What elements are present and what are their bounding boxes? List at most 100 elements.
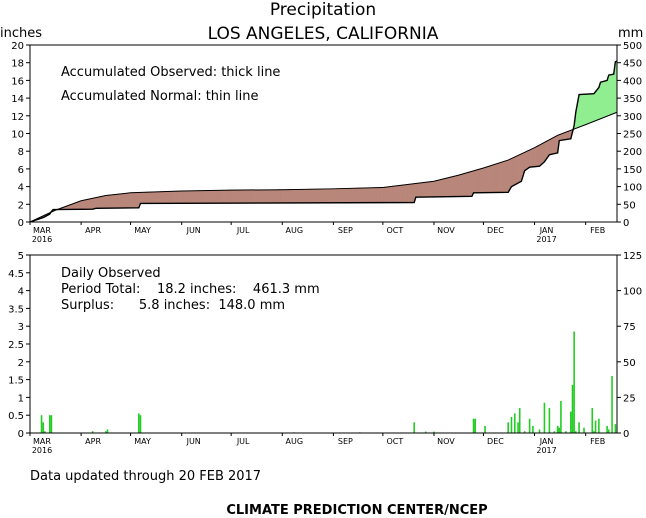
y-tick-label: 2 <box>18 200 24 211</box>
daily-bar <box>50 415 53 433</box>
credit-text: CLIMATE PREDICTION CENTER/NCEP <box>226 503 487 518</box>
y-right-tick-label: 125 <box>623 251 642 262</box>
daily-bar <box>606 425 608 433</box>
daily-bar <box>570 411 572 433</box>
month-label: APR <box>85 437 101 446</box>
daily-bar <box>517 422 519 433</box>
daily-bar <box>518 408 521 433</box>
month-label: JUL <box>236 437 250 446</box>
accumulated-lines-layer <box>29 60 618 223</box>
daily-bar <box>591 408 594 433</box>
y-right-tick-label: 500 <box>623 41 642 52</box>
daily-bar <box>48 415 51 433</box>
daily-bar <box>543 402 546 433</box>
daily-bar <box>510 416 513 433</box>
month-label: AUG <box>286 437 304 446</box>
y-tick-label: 4 <box>18 183 24 194</box>
daily-bar <box>598 418 600 433</box>
observed-legend-note: Accumulated Observed: thick line <box>61 65 280 80</box>
daily-bar <box>578 422 580 433</box>
y-right-tick-label: 300 <box>623 112 642 123</box>
accumulated-axes: 0246810121416182005010015020025030035040… <box>11 41 642 244</box>
month-label: MAY <box>134 437 151 446</box>
year-label: 2017 <box>536 235 556 244</box>
daily-bar <box>583 427 585 433</box>
chart-title: Precipitation <box>270 0 376 20</box>
normal-line <box>29 111 618 223</box>
daily-bar <box>565 431 567 433</box>
y-tick-label: 4 <box>18 287 24 298</box>
month-label: SEP <box>338 437 353 446</box>
month-label: JAN <box>539 226 554 235</box>
right-unit-label: mm <box>618 26 643 41</box>
daily-bar <box>593 431 595 433</box>
daily-bar <box>413 422 415 433</box>
daily-bar <box>139 415 142 433</box>
daily-bar <box>433 431 435 433</box>
y-right-tick-label: 150 <box>623 165 642 176</box>
daily-bar <box>594 420 597 433</box>
month-label: DEC <box>487 437 504 446</box>
y-tick-label: 6 <box>18 165 24 176</box>
month-label: JUL <box>236 226 250 235</box>
daily-bar <box>553 431 556 433</box>
y-tick-label: 12 <box>11 112 24 123</box>
y-tick-label: 2.5 <box>8 340 24 351</box>
daily-bar <box>523 431 526 433</box>
y-tick-label: 0 <box>18 429 24 440</box>
y-tick-label: 1 <box>18 393 24 404</box>
daily-bar <box>573 331 575 433</box>
month-label: APR <box>85 226 101 235</box>
accumulated-panel: 0246810121416182005010015020025030035040… <box>11 41 642 244</box>
daily-bar <box>558 427 561 433</box>
left-unit-label: inches <box>0 26 42 41</box>
month-label: JUN <box>186 226 201 235</box>
y-right-tick-label: 450 <box>623 59 642 70</box>
month-label: MAY <box>134 226 151 235</box>
daily-bar <box>611 376 613 433</box>
daily-bar <box>105 431 107 433</box>
daily-bar <box>40 415 43 433</box>
daily-bar <box>472 418 475 433</box>
year-label: 2017 <box>536 446 556 455</box>
y-right-tick-label: 0 <box>623 218 629 229</box>
month-label: JUN <box>186 437 201 446</box>
y-tick-label: 10 <box>11 130 24 141</box>
daily-bar <box>424 431 427 433</box>
y-tick-label: 14 <box>11 94 24 105</box>
y-right-tick-label: 200 <box>623 147 642 158</box>
y-right-tick-label: 25 <box>623 393 636 404</box>
y-right-tick-label: 0 <box>623 429 629 440</box>
month-label: NOV <box>437 437 455 446</box>
month-label: JAN <box>539 437 554 446</box>
daily-bar <box>484 425 486 433</box>
daily-bar <box>513 413 516 433</box>
daily-bar <box>571 384 574 433</box>
month-label: OCT <box>386 226 403 235</box>
y-tick-label: 4.5 <box>8 269 24 280</box>
normal-legend-note: Accumulated Normal: thin line <box>61 89 259 104</box>
month-label: MAR <box>33 226 51 235</box>
month-label: FEB <box>590 226 605 235</box>
y-right-tick-label: 100 <box>623 287 642 298</box>
surplus-text: Surplus: 5.8 inches: 148.0 mm <box>61 298 285 313</box>
y-tick-label: 0.5 <box>8 411 24 422</box>
daily-bar <box>474 418 476 433</box>
daily-bar <box>507 422 509 433</box>
y-tick-label: 18 <box>11 59 24 70</box>
year-label: 2016 <box>32 446 52 455</box>
daily-bar <box>91 431 94 433</box>
year-label: 2016 <box>32 235 52 244</box>
daily-observed-title: Daily Observed <box>61 266 161 281</box>
y-right-tick-label: 50 <box>623 358 636 369</box>
y-right-tick-label: 100 <box>623 183 642 194</box>
daily-bar <box>538 429 541 433</box>
daily-bar <box>560 400 562 433</box>
month-label: MAR <box>33 437 51 446</box>
month-label: SEP <box>338 226 353 235</box>
y-tick-label: 3 <box>18 322 24 333</box>
y-right-tick-label: 350 <box>623 94 642 105</box>
y-right-tick-label: 250 <box>623 130 642 141</box>
